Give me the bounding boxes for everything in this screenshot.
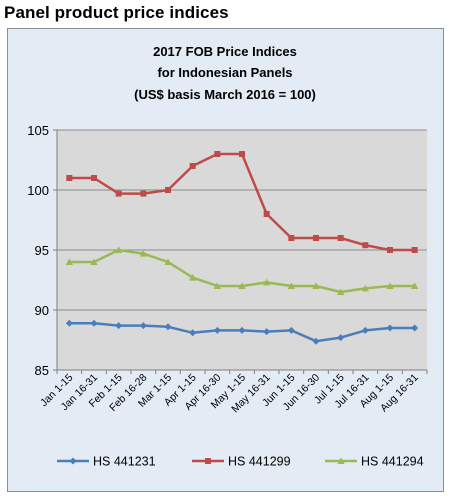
series-hs-441294-point: [263, 278, 271, 286]
legend-hs-441299-label: HS 441299: [228, 455, 291, 469]
series-hs-441294-point: [287, 282, 295, 289]
series-hs-441231-point: [386, 324, 394, 332]
series-hs-441231-point: [411, 324, 419, 332]
series-hs-441294-point: [90, 258, 98, 265]
series-hs-441231-point: [213, 326, 221, 334]
series-hs-441231-point: [361, 326, 369, 334]
series-hs-441231-point: [238, 326, 246, 334]
y-tick-label: 90: [35, 303, 49, 318]
page-heading: Panel product price indices: [4, 3, 229, 22]
series-hs-441231-point: [164, 323, 172, 331]
series-hs-441299-point: [387, 247, 393, 253]
y-tick-label: 105: [27, 123, 49, 138]
legend-hs-441299: HS 441299: [192, 455, 291, 469]
legend-hs-441231-marker: [69, 457, 77, 465]
series-hs-441231-point: [337, 334, 345, 342]
line-chart: 2017 FOB Price Indices for Indonesian Pa…: [27, 44, 428, 469]
series-hs-441299-point: [165, 187, 171, 193]
y-axis: 85 90 95 100 105: [27, 123, 58, 378]
chart-title-line-1: 2017 FOB Price Indices: [153, 44, 297, 59]
series-hs-441299-point: [140, 190, 147, 197]
series-hs-441231-point: [312, 337, 320, 345]
y-tick-label: 100: [27, 183, 49, 198]
y-tick-label: 85: [35, 363, 49, 378]
series-hs-441299: [66, 151, 418, 253]
gridlines: [57, 129, 427, 371]
series-hs-441299-point: [189, 163, 196, 169]
series-hs-441294: [65, 246, 419, 295]
series-hs-441231-point: [263, 328, 271, 336]
series-hs-441231-point: [115, 322, 123, 330]
series-hs-441231-point: [287, 326, 295, 334]
series-hs-441294-point: [213, 282, 221, 289]
series-hs-441294-point: [115, 246, 123, 253]
y-tick-label: 95: [35, 243, 49, 258]
series-hs-441299-point: [411, 247, 418, 253]
series-hs-441231-point: [65, 319, 73, 327]
series-hs-441294-point: [312, 282, 320, 289]
series-hs-441299-point: [337, 235, 344, 241]
legend-hs-441294-label: HS 441294: [361, 455, 424, 469]
series-hs-441299-point: [288, 235, 295, 241]
chart-title-line-3: (US$ basis March 2016 = 100): [134, 87, 316, 102]
series-hs-441299-point: [66, 175, 73, 181]
series-group: [65, 151, 419, 345]
legend-hs-441294-marker: [337, 457, 345, 464]
legend-hs-441294: HS 441294: [325, 455, 424, 469]
series-hs-441294-point: [411, 282, 419, 289]
series-hs-441299-point: [214, 151, 221, 157]
series-hs-441294-point: [337, 288, 345, 295]
legend-hs-441231: HS 441231: [57, 455, 156, 469]
legend-hs-441231-label: HS 441231: [93, 455, 156, 469]
chart-title-line-2: for Indonesian Panels: [157, 65, 292, 80]
series-hs-441294-point: [361, 284, 369, 292]
legend: HS 441231 HS 441299 HS 441294: [57, 455, 424, 469]
series-hs-441294-point: [386, 282, 394, 289]
series-hs-441294-point: [189, 274, 197, 281]
series-hs-441294-point: [139, 250, 147, 257]
series-hs-441294-point: [164, 258, 172, 265]
series-hs-441299-point: [263, 211, 270, 217]
series-hs-441299-point: [313, 235, 319, 241]
series-hs-441299-point: [239, 151, 245, 157]
series-hs-441294-point: [238, 282, 246, 289]
series-hs-441231: [65, 319, 419, 345]
series-hs-441299-point: [91, 175, 97, 181]
series-hs-441294-point: [65, 258, 73, 265]
series-hs-441231-point: [139, 322, 147, 330]
series-hs-441299-point: [115, 190, 122, 197]
legend-hs-441299-marker: [205, 458, 211, 464]
series-hs-441231-point: [189, 329, 197, 337]
series-hs-441231-point: [90, 319, 98, 327]
series-hs-441299-point: [362, 242, 369, 249]
